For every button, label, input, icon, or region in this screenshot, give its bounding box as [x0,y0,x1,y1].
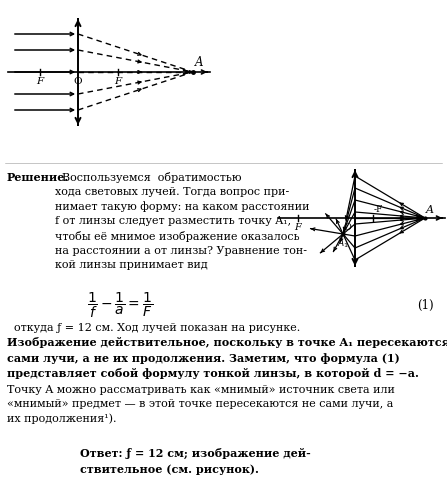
Text: F: F [36,77,44,86]
Text: -F: -F [374,205,384,214]
Text: A: A [426,205,434,215]
Text: $\dfrac{1}{f} - \dfrac{1}{a} = \dfrac{1}{F}$: $\dfrac{1}{f} - \dfrac{1}{a} = \dfrac{1}… [87,290,153,320]
Text: Изображение действительное, поскольку в точке A₁ пересекаются
сами лучи, а не их: Изображение действительное, поскольку в … [7,337,447,379]
Text: Решение.: Решение. [7,172,69,183]
Text: $A_1$: $A_1$ [337,237,349,249]
Text: Ответ: ƒ = 12 см; изображение дей-
ствительное (см. рисунок).: Ответ: ƒ = 12 см; изображение дей- ствит… [80,448,311,475]
Text: (1): (1) [417,298,433,311]
Text: F: F [114,77,122,86]
Text: F: F [295,223,301,232]
Text: A: A [195,56,203,69]
Text: Точку A можно рассматривать как «мнимый» источник света или
«мнимый» предмет — в: Точку A можно рассматривать как «мнимый»… [7,385,395,424]
Text: Воспользуемся  обратимостью
хода световых лучей. Тогда вопрос при-
нимает такую : Воспользуемся обратимостью хода световых… [55,172,309,270]
Text: откуда ƒ = 12 см. Ход лучей показан на рисунке.: откуда ƒ = 12 см. Ход лучей показан на р… [7,323,300,333]
Text: O: O [74,77,82,86]
Text: O: O [343,223,351,232]
